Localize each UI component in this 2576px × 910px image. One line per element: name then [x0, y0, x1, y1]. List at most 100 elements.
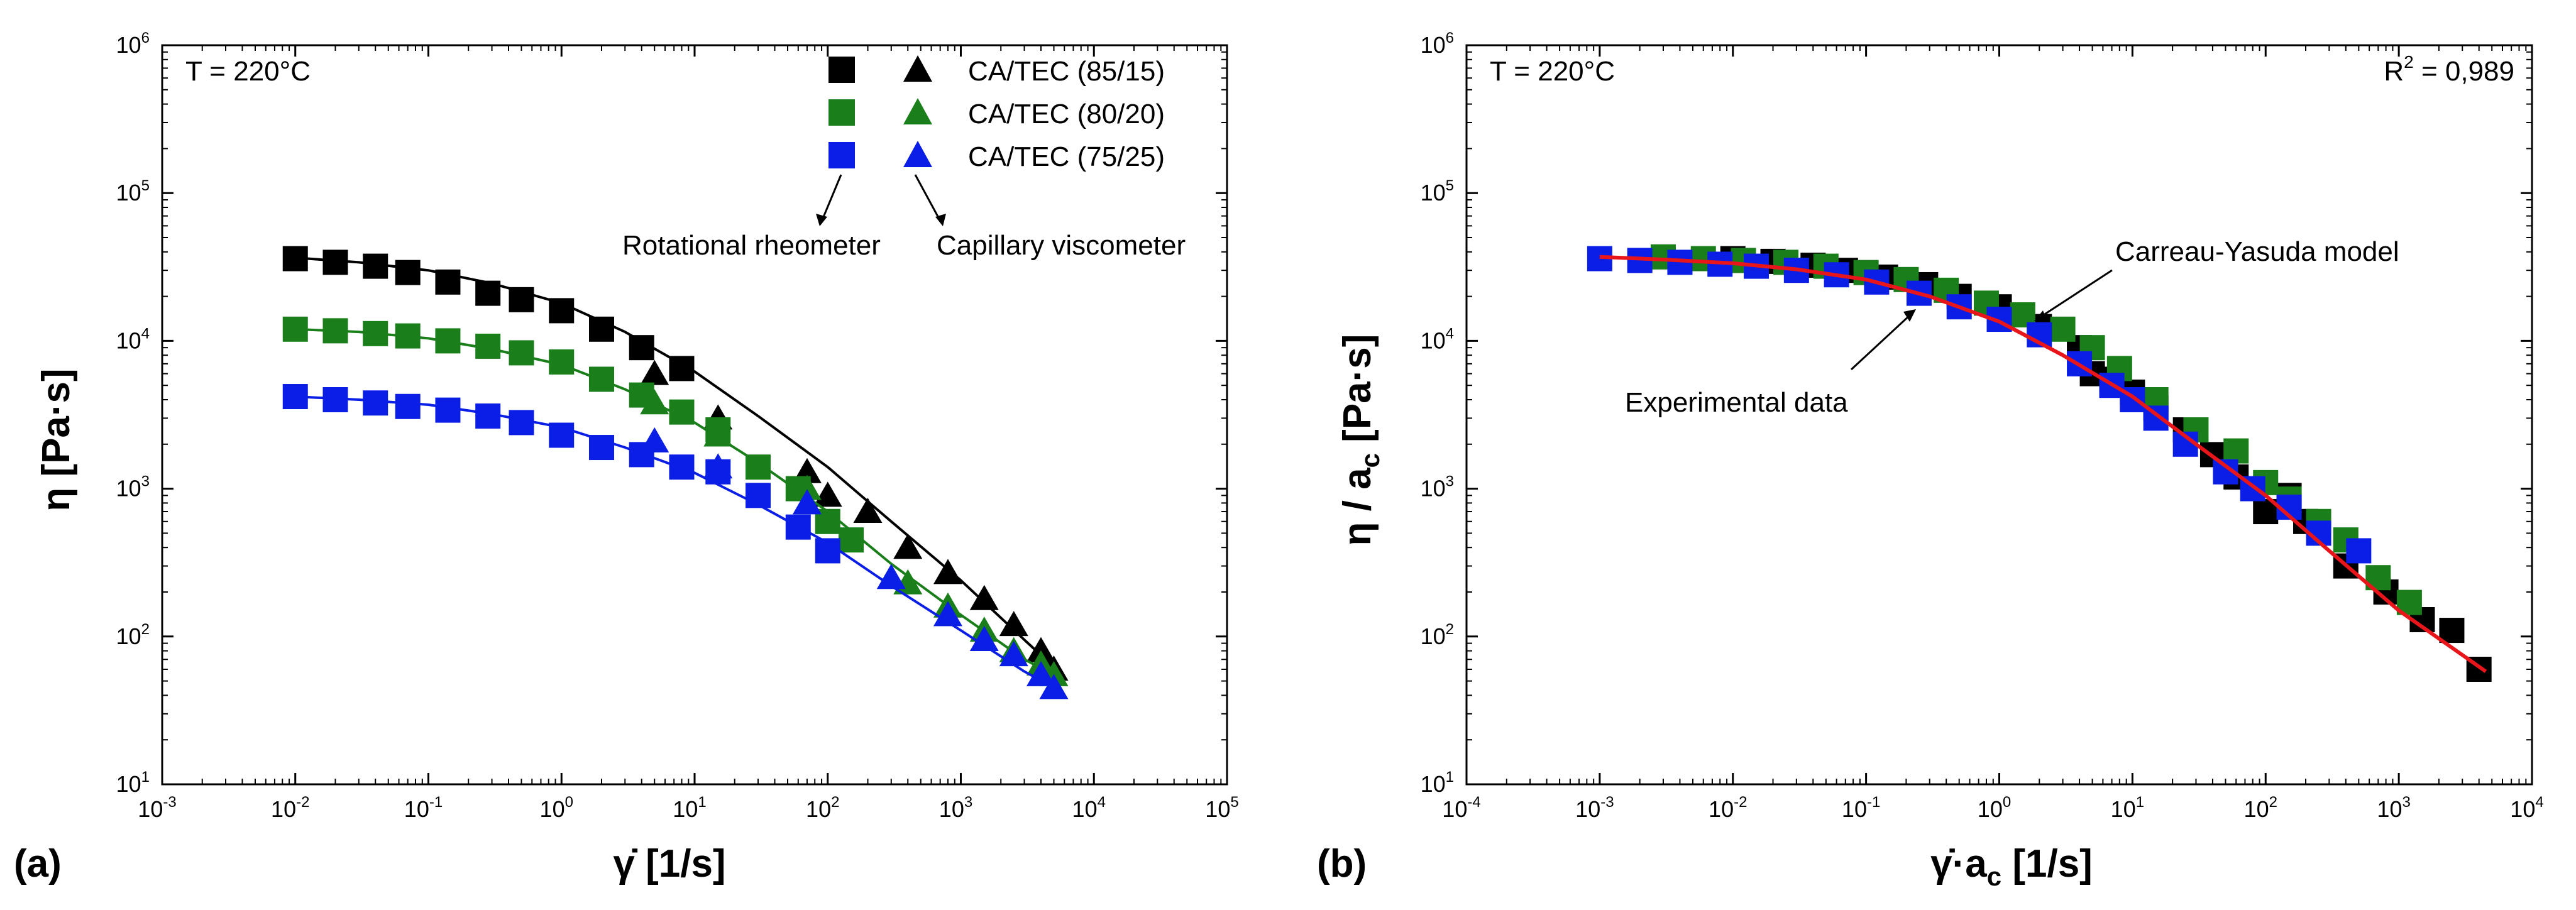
legend-triangle-80-20	[903, 98, 932, 124]
fit-line-1	[295, 327, 1055, 676]
capillary-point	[999, 641, 1028, 667]
panel-a-ytick-label: 103	[116, 473, 150, 502]
panel-a-ytick-label: 105	[116, 177, 150, 206]
panel-b-ytick-label: 101	[1421, 769, 1454, 797]
capillary-point	[876, 564, 906, 589]
rotational-point	[363, 321, 388, 346]
fit-line-0	[295, 256, 1055, 669]
rotational-arrow	[821, 174, 842, 221]
rotational-point	[509, 340, 534, 366]
rotational-point	[588, 366, 614, 392]
rotational-point	[509, 287, 534, 312]
panel-a-xtick-label: 101	[673, 794, 706, 822]
panel-b-y-axis-label: η / ac [Pa·s]	[1336, 334, 1385, 546]
rotational-point	[475, 403, 501, 429]
panel-b: 10-4 10-3 10-2 10-1 100 101 102 103 104 101 102 103…	[1317, 30, 2544, 891]
legend-label-80-20: CA/TEC (80/20)	[968, 99, 1165, 129]
capillary-point	[640, 359, 669, 385]
panel-b-ytick-label: 106	[1421, 30, 1454, 58]
capillary-point	[703, 453, 733, 479]
panel-b-xtick-label: 10-2	[1709, 794, 1747, 822]
rotational-point	[395, 393, 421, 419]
rotational-point	[629, 335, 654, 361]
rotational-point	[549, 298, 575, 324]
panel-a-ytick-label: 106	[116, 30, 150, 58]
legend-square-85-15	[828, 57, 855, 83]
rotational-point	[395, 260, 421, 285]
capillary-point	[813, 481, 842, 507]
legend-square-80-20	[828, 99, 855, 126]
panel-b-ytick-label: 102	[1421, 621, 1454, 649]
rotational-point	[363, 253, 388, 279]
rotational-point	[322, 249, 348, 275]
panel-a-ytick-label: 101	[116, 769, 150, 797]
rotational-point	[588, 435, 614, 461]
panel-a-ytick-label: 104	[116, 325, 150, 353]
rotational-point	[549, 422, 575, 448]
panel-b-xtick-label: 100	[1978, 794, 2011, 822]
panel-a-xtick-label: 105	[1205, 794, 1238, 822]
capillary-point	[969, 626, 999, 652]
panel-b-plot-area: 10-4 10-3 10-2 10-1 100 101 102 103 104 101 102 103…	[1421, 30, 2544, 822]
panel-a-xtick-label: 103	[939, 794, 972, 822]
capillary-point	[969, 584, 999, 610]
rotational-point	[509, 410, 534, 436]
panel-b-xtick-label: 10-3	[1575, 794, 1614, 822]
panel-a-legend: CA/TEC (85/15) CA/TEC (80/20) CA/TEC (75…	[622, 55, 1186, 261]
panel-a-xtick-label: 10-3	[138, 794, 176, 822]
capillary-arrowhead	[935, 214, 946, 226]
rotational-point	[785, 514, 811, 540]
rotational-rheometer-label: Rotational rheometer	[622, 230, 881, 261]
rotational-point	[282, 246, 308, 271]
legend-triangle-75-25	[903, 141, 932, 167]
rotational-point	[395, 323, 421, 349]
master-curve-point	[2439, 618, 2465, 644]
panel-a-y-axis-label: η [Pa·s]	[35, 368, 78, 511]
carreau-yasuda-arrowhead	[2034, 310, 2047, 321]
rotational-point	[815, 538, 840, 564]
capillary-point	[1026, 637, 1055, 662]
experimental-data-arrow	[1850, 313, 1912, 371]
panel-b-xtick-label: 103	[2377, 794, 2410, 822]
panel-b-temperature: T = 220°C	[1490, 56, 1615, 87]
capillary-point	[933, 559, 962, 584]
rotational-point	[549, 349, 575, 375]
carreau-yasuda-label: Carreau-Yasuda model	[2115, 236, 2399, 267]
panel-a-xtick-label: 102	[806, 794, 839, 822]
capillary-point	[703, 421, 733, 447]
capillary-point	[792, 474, 822, 500]
panel-a-label: (a)	[14, 842, 62, 885]
rotational-point	[322, 318, 348, 344]
rotational-point	[669, 454, 695, 480]
panel-b-xtick-label: 10-1	[1842, 794, 1880, 822]
panel-b-x-axis-label: γ̇·ac [1/s]	[1930, 842, 2093, 891]
legend-square-75-25	[828, 142, 855, 168]
rotational-point	[839, 527, 864, 553]
legend-triangle-85-15	[903, 55, 932, 82]
capillary-point	[933, 601, 962, 627]
panel-a-ytick-label: 102	[116, 621, 150, 649]
rotational-point	[435, 269, 461, 295]
capillary-arrow	[914, 174, 941, 221]
carreau-yasuda-arrow	[2039, 269, 2113, 319]
panel-a-xtick-label: 100	[540, 794, 573, 822]
panel-a-temperature: T = 220°C	[185, 56, 311, 87]
capillary-point	[640, 389, 669, 415]
capillary-point	[1039, 674, 1069, 699]
master-curve-point	[2346, 538, 2372, 564]
panel-b-label: (b)	[1317, 842, 1367, 885]
panel-a: 10-3 10-2 10-1 100 101 102 103 104 105 101 102 103 1…	[14, 30, 1239, 885]
rotational-point	[282, 384, 308, 410]
experimental-data-arrowhead	[1903, 309, 1916, 322]
legend-label-75-25: CA/TEC (75/25)	[968, 141, 1165, 172]
capillary-point	[999, 611, 1028, 637]
rotational-point	[322, 386, 348, 412]
capillary-point	[893, 534, 923, 559]
rotational-point	[669, 399, 695, 425]
panel-b-ytick-label: 103	[1421, 473, 1454, 502]
rotational-point	[282, 316, 308, 342]
capillary-point	[792, 489, 822, 515]
panel-b-xtick-label: 10-4	[1442, 794, 1480, 822]
panel-b-xtick-label: 104	[2510, 794, 2543, 822]
capillary-point	[1026, 661, 1055, 686]
